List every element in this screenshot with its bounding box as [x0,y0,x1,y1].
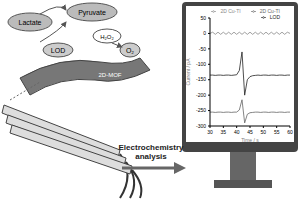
svg-text:60: 60 [287,129,292,135]
svg-text:Pyruvate: Pyruvate [78,9,106,17]
svg-text:30: 30 [207,129,213,135]
svg-text:LOD: LOD [51,47,65,54]
svg-text:-300: -300 [196,123,206,129]
svg-text:-150: -150 [196,76,206,82]
html-text:2D Cu-TI: 2D Cu-TI [220,8,241,14]
svg-text:2D-MOF: 2D-MOF [99,72,122,78]
svg-text:55: 55 [274,129,280,135]
svg-text:O₂: O₂ [126,47,134,54]
svg-text:Lactate: Lactate [19,19,42,26]
svg-text:45: 45 [247,129,253,135]
svg-text:35: 35 [221,129,227,135]
svg-text:-50: -50 [199,46,206,52]
svg-text:H₂O₂: H₂O₂ [100,34,114,40]
svg-text:50: 50 [200,15,206,21]
svg-text:Time / s: Time / s [241,137,259,142]
html-text:LOD: LOD [269,14,280,21]
svg-text:Current / pA: Current / pA [186,58,191,86]
html-text:Electrochemistry analysis: Electrochemistry analysis [118,143,184,161]
svg-text:0: 0 [203,30,206,36]
svg-text:-100: -100 [196,61,206,67]
svg-text:50: 50 [261,129,267,135]
html-text:2D Cu-TI: 2D Cu-TI [259,8,280,14]
svg-text:40: 40 [234,129,240,135]
svg-text:-200: -200 [196,92,206,98]
svg-text:-250: -250 [196,107,206,113]
